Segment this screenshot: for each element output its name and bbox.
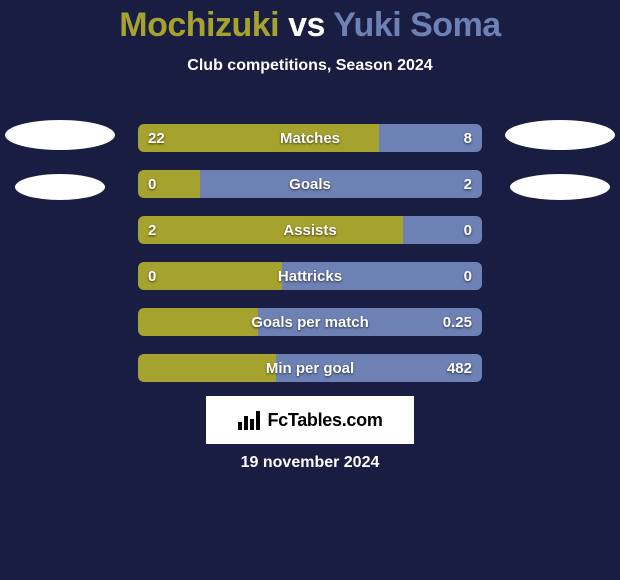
footer-date: 19 november 2024 (0, 454, 620, 472)
brand-text: FcTables.com (267, 410, 382, 431)
stat-row: 20Assists (138, 216, 482, 244)
comparison-title: Mochizuki vs Yuki Soma (0, 0, 620, 45)
brand-badge: FcTables.com (206, 396, 414, 444)
player2-name: Yuki Soma (333, 6, 500, 44)
stat-bars: 228Matches 02Goals 20Assists 00Hattricks 0.2… (138, 124, 482, 400)
ellipse-decor (505, 120, 615, 150)
stat-row: 482Min per goal (138, 354, 482, 382)
player1-name: Mochizuki (119, 6, 279, 44)
stat-row: 00Hattricks (138, 262, 482, 290)
stat-label: Hattricks (138, 262, 482, 290)
stat-label: Goals (138, 170, 482, 198)
stat-label: Matches (138, 124, 482, 152)
bar-chart-icon (237, 410, 261, 430)
ellipse-decor (510, 174, 610, 200)
ellipse-decor (15, 174, 105, 200)
stat-label: Goals per match (138, 308, 482, 336)
ellipse-decor (5, 120, 115, 150)
stat-row: 228Matches (138, 124, 482, 152)
subtitle: Club competitions, Season 2024 (0, 57, 620, 75)
stat-label: Assists (138, 216, 482, 244)
player1-card-stack (0, 120, 120, 200)
vs-label: vs (288, 6, 325, 44)
stat-row: 02Goals (138, 170, 482, 198)
stat-label: Min per goal (138, 354, 482, 382)
stat-row: 0.25Goals per match (138, 308, 482, 336)
player2-card-stack (500, 120, 620, 200)
